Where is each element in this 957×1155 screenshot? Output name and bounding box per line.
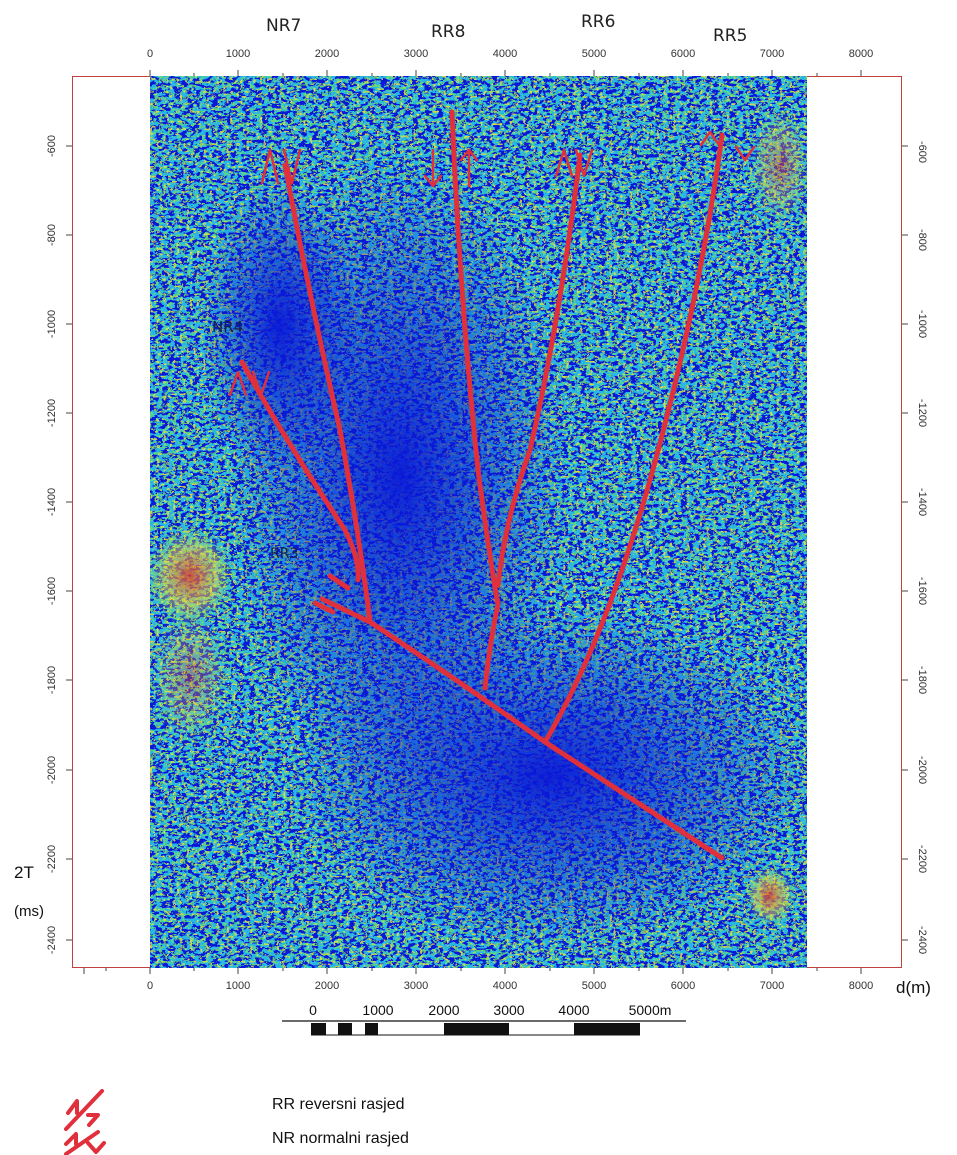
scale-label-2000: 2000: [428, 1002, 460, 1018]
seismic-section: [150, 76, 807, 968]
scale-bar-graphic: [282, 1020, 686, 1036]
fault-label-nr7: NR7: [266, 16, 302, 36]
fault-label-rr5: RR5: [713, 26, 748, 46]
fault-arrow-nr4: [228, 370, 271, 397]
x-tick-bottom-3000: 3000: [403, 980, 429, 992]
fault-line-rr5: [542, 132, 725, 745]
normal-fault-symbol-icon: [64, 1130, 106, 1155]
scale-label-1000: 1000: [362, 1002, 394, 1018]
fault-line-main: [319, 596, 725, 861]
x-tick-bottom-2000: 2000: [314, 980, 340, 992]
x-tick-bottom-6000: 6000: [670, 980, 696, 992]
x-tick-top-7000: 7000: [759, 48, 785, 60]
fault-label-rr6: RR6: [581, 12, 616, 32]
x-tick-top-1000: 1000: [225, 48, 251, 60]
fault-line-nr4: [239, 359, 361, 583]
x-tick-bottom-8000: 8000: [848, 980, 874, 992]
fault-line-rr6: [495, 152, 583, 588]
legend-normal-fault-label: NR normalni rasjed: [272, 1130, 409, 1147]
x-tick-top-5000: 5000: [581, 48, 607, 60]
x-axis-unit-label: d(m): [896, 978, 931, 997]
x-tick-bottom-4000: 4000: [492, 980, 518, 992]
fault-line-rr3: [312, 573, 351, 615]
x-tick-top-6000: 6000: [670, 48, 696, 60]
x-tick-bottom-7000: 7000: [759, 980, 785, 992]
fault-arrow-rr5: [699, 130, 756, 162]
fault-label-rr3: RR3: [270, 546, 299, 562]
scale-label-0: 0: [309, 1002, 317, 1018]
scale-label-3000: 3000: [493, 1002, 525, 1018]
x-tick-top-3000: 3000: [403, 48, 429, 60]
x-tick-top-8000: 8000: [848, 48, 874, 60]
scale-label-5000m: 5000m: [628, 1002, 672, 1018]
y-axis-label-2t: 2T: [14, 863, 34, 882]
fault-label-rr8: RR8: [431, 22, 466, 42]
x-tick-top-4000: 4000: [492, 48, 518, 60]
fault-arrow-rr6: [554, 148, 594, 178]
fault-line-rr8: [449, 109, 501, 691]
x-tick-bottom-0: 0: [146, 980, 154, 992]
seismic-attribute-image: [150, 76, 807, 968]
x-tick-bottom-5000: 5000: [581, 980, 607, 992]
x-tick-bottom-1000: 1000: [225, 980, 251, 992]
y-axis-label-ms: (ms): [14, 903, 44, 920]
scale-label-4000: 4000: [558, 1002, 590, 1018]
fault-label-nr4: NR4: [212, 318, 244, 336]
reverse-fault-symbol-icon: [64, 1089, 104, 1131]
legend-reverse-fault-label: RR reversni rasjed: [272, 1096, 405, 1113]
fault-line-nr7: [282, 162, 373, 625]
x-tick-top-2000: 2000: [314, 48, 340, 60]
x-tick-top-0: 0: [146, 48, 154, 60]
fault-arrow-nr7: [260, 148, 302, 185]
fault-arrow-rr8: [423, 148, 479, 188]
